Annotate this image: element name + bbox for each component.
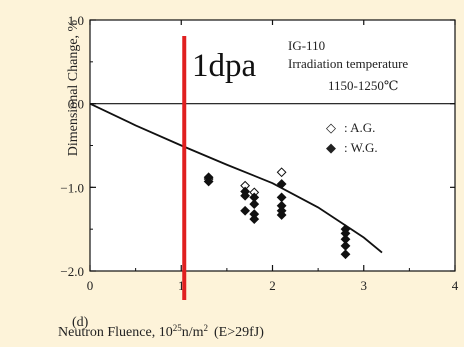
x-tick-label: 3 — [361, 278, 368, 293]
legend: ◇ : A.G. ◆ : W.G. — [326, 120, 378, 155]
legend-label-ag: : A.G. — [344, 120, 375, 135]
y-tick-label: 0.0 — [68, 97, 84, 112]
wg-point — [240, 205, 251, 216]
x-tick-label: 4 — [452, 278, 459, 293]
wg-point — [340, 249, 351, 260]
dpa-marker-label: 1dpa — [192, 48, 257, 84]
annotation-line2: 1150-1250℃ — [328, 78, 398, 93]
y-tick-label: −2.0 — [60, 264, 84, 279]
legend-label-wg: : W.G. — [344, 140, 378, 155]
wg-point — [276, 210, 287, 220]
legend-marker-ag: ◇ — [326, 120, 336, 135]
wg-point — [276, 179, 287, 189]
x-tick-label: 2 — [269, 278, 276, 293]
wg-point — [249, 199, 260, 209]
y-tick-label: 1.0 — [68, 13, 84, 28]
plot-area — [89, 19, 456, 272]
wg-point — [249, 214, 260, 225]
trend-line — [89, 102, 383, 254]
annotation-title: IG-110 — [288, 38, 325, 53]
wg-point — [240, 190, 251, 201]
y-axis-label: Dimensional Change, % — [66, 19, 81, 156]
x-tick-label: 0 — [87, 278, 94, 293]
annotation-line1: Irradiation temperature — [288, 56, 408, 71]
x-axis-label: Neutron Fluence, 1025n/m2 (E>29fJ) — [58, 323, 264, 340]
ag-point — [276, 167, 287, 178]
legend-marker-wg: ◆ — [326, 140, 336, 155]
panel-label: (d) — [72, 315, 89, 330]
x-tick-label: 1 — [178, 278, 185, 293]
wg-point — [203, 176, 214, 187]
y-tick-label: −1.0 — [60, 180, 84, 195]
